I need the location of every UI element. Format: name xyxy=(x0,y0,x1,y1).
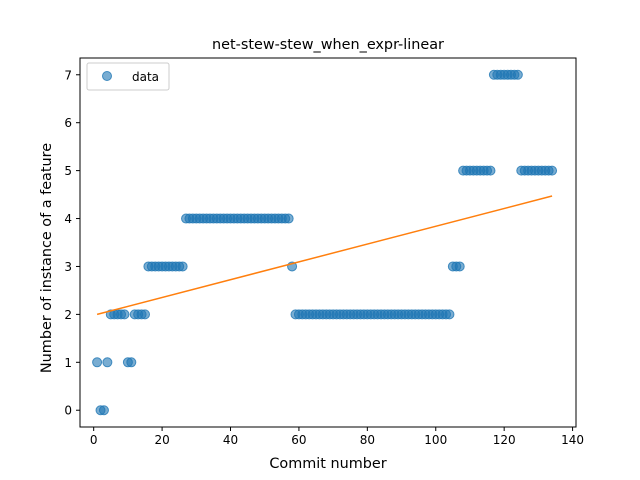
y-tick-label: 1 xyxy=(64,356,72,370)
data-point xyxy=(127,358,136,367)
y-tick-label: 4 xyxy=(64,212,72,226)
data-point xyxy=(120,310,129,319)
data-point xyxy=(103,358,112,367)
y-tick-label: 3 xyxy=(64,260,72,274)
data-point xyxy=(178,262,187,271)
data-point xyxy=(284,214,293,223)
x-tick-label: 60 xyxy=(291,433,306,447)
x-tick-label: 120 xyxy=(493,433,516,447)
y-tick-label: 5 xyxy=(64,164,72,178)
x-tick-label: 100 xyxy=(424,433,447,447)
data-point xyxy=(93,358,102,367)
data-point xyxy=(99,406,108,415)
y-tick-label: 2 xyxy=(64,308,72,322)
x-tick-label: 20 xyxy=(154,433,169,447)
data-point xyxy=(140,310,149,319)
x-axis-label: Commit number xyxy=(269,456,386,472)
y-tick-label: 6 xyxy=(64,116,72,130)
data-point xyxy=(445,310,454,319)
x-tick-label: 80 xyxy=(360,433,375,447)
chart-title: net-stew-stew_when_expr-linear xyxy=(212,37,444,53)
legend-marker-data xyxy=(103,72,112,81)
x-tick-label: 40 xyxy=(223,433,238,447)
legend: data xyxy=(87,63,169,90)
data-point xyxy=(548,166,557,175)
data-point xyxy=(455,262,464,271)
data-point xyxy=(486,166,495,175)
x-tick-label: 0 xyxy=(90,433,98,447)
legend-label-data: data xyxy=(132,70,159,84)
y-tick-label: 0 xyxy=(64,404,72,418)
y-axis-label: Number of instance of a feature xyxy=(39,143,55,373)
data-point xyxy=(513,70,522,79)
x-tick-label: 140 xyxy=(561,433,584,447)
y-tick-label: 7 xyxy=(64,68,72,82)
